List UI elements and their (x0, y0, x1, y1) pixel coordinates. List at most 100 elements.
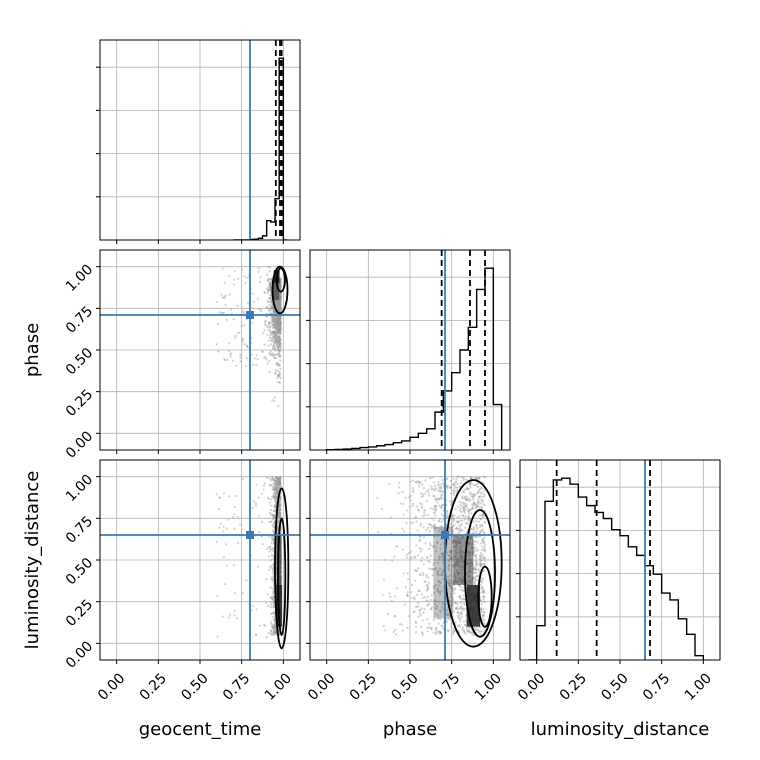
y-axis-label-phase: phase (22, 323, 43, 377)
sample-point (481, 528, 484, 531)
sample-point (276, 319, 279, 322)
sample-point (268, 288, 271, 292)
sample-point (278, 293, 281, 296)
sample-point (272, 342, 276, 346)
sample-point (275, 295, 278, 298)
sample-point (278, 318, 281, 322)
sample-point (277, 294, 280, 298)
sample-point (410, 550, 413, 553)
sample-point (483, 628, 486, 631)
sample-point (279, 317, 282, 320)
sample-point (274, 310, 277, 314)
sample-point (278, 317, 281, 320)
sample-point (279, 324, 282, 327)
sample-point (277, 328, 281, 331)
sample-point (275, 319, 278, 322)
truth-marker (246, 311, 254, 319)
sample-point (454, 507, 457, 511)
sample-point (405, 521, 408, 524)
sample-point (479, 542, 482, 545)
sample-point (268, 371, 271, 374)
sample-point (276, 477, 279, 480)
sample-point (279, 339, 282, 342)
sample-point (273, 627, 276, 630)
sample-point (397, 491, 400, 495)
sample-point (413, 568, 417, 572)
sample-point (277, 374, 280, 377)
contour-line (275, 267, 286, 293)
sample-point (276, 291, 279, 294)
sample-point (434, 508, 438, 512)
sample-point (279, 302, 282, 305)
sample-point (265, 305, 269, 309)
sample-point (267, 329, 270, 332)
sample-point (275, 297, 279, 300)
sample-point (279, 295, 282, 298)
sample-point (483, 548, 486, 551)
sample-point (272, 601, 275, 604)
sample-point (269, 628, 272, 632)
sample-point (278, 286, 281, 289)
sample-point (277, 316, 280, 319)
sample-point (461, 476, 465, 479)
sample-point (275, 303, 279, 306)
sample-point (278, 283, 282, 286)
sample-point (275, 287, 278, 291)
sample-point (278, 304, 281, 307)
sample-point (243, 343, 246, 346)
sample-point (270, 541, 273, 544)
sample-point (276, 297, 279, 300)
sample-point (264, 323, 267, 326)
sample-point (276, 317, 279, 320)
sample-point (263, 291, 266, 294)
sample-point (475, 524, 478, 527)
sample-point (276, 298, 280, 301)
sample-point (277, 335, 281, 338)
sample-point (272, 627, 275, 630)
sample-point (276, 320, 280, 323)
sample-point (275, 325, 278, 328)
sample-point (270, 312, 273, 315)
sample-point (274, 300, 277, 303)
sample-point (279, 332, 282, 335)
sample-point (273, 494, 277, 497)
sample-point (277, 283, 280, 286)
sample-point (417, 567, 420, 570)
sample-point (277, 322, 280, 325)
sample-point (278, 325, 281, 328)
sample-point (451, 520, 454, 524)
sample-point (476, 536, 479, 539)
sample-point (395, 587, 399, 590)
sample-point (273, 285, 276, 289)
sample-point (275, 293, 278, 297)
sample-point (272, 515, 275, 518)
sample-point (276, 332, 280, 335)
sample-point (277, 293, 280, 297)
sample-point (276, 336, 279, 339)
sample-point (428, 529, 431, 533)
sample-point (483, 562, 486, 565)
sample-point (263, 329, 266, 332)
sample-point (275, 353, 278, 356)
sample-point (279, 348, 282, 351)
sample-point (276, 293, 279, 296)
sample-point (409, 480, 412, 483)
sample-point (279, 284, 282, 287)
sample-point (275, 289, 278, 292)
sample-point (277, 326, 280, 329)
sample-point (276, 303, 279, 306)
sample-point (270, 331, 273, 334)
sample-point (278, 329, 281, 332)
sample-point (276, 293, 279, 296)
sample-point (279, 284, 282, 287)
sample-point (425, 589, 429, 592)
sample-point (276, 295, 279, 298)
sample-point (272, 320, 275, 324)
sample-point (218, 497, 221, 500)
sample-point (278, 294, 281, 297)
sample-point (229, 308, 233, 311)
sample-point (274, 297, 277, 301)
sample-point (414, 579, 417, 582)
sample-point (477, 520, 481, 523)
sample-point (269, 307, 272, 310)
